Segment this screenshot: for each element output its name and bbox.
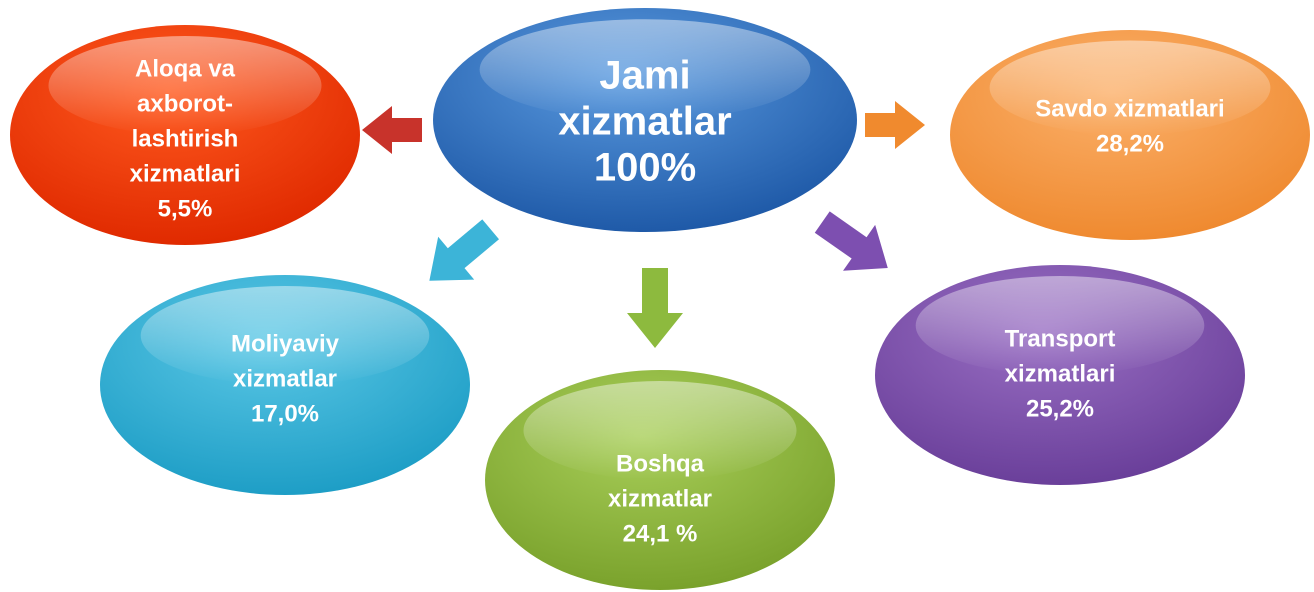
node-gloss — [48, 36, 322, 135]
node-label: 24,1 % — [623, 520, 698, 547]
arrow — [429, 219, 499, 281]
node-label: xizmatlar — [558, 100, 731, 144]
node-label: Savdo xizmatlari — [1035, 95, 1224, 122]
node-label: Transport — [1005, 325, 1116, 352]
arrow — [865, 101, 925, 149]
node-label: xizmatlari — [130, 160, 241, 187]
node-label: xizmatlar — [233, 365, 337, 392]
node-label: xizmatlari — [1005, 360, 1116, 387]
node-label: 28,2% — [1096, 130, 1164, 157]
node-label: 17,0% — [251, 400, 319, 427]
node-label: 5,5% — [158, 195, 213, 222]
node-label: 25,2% — [1026, 395, 1094, 422]
node-gloss — [915, 276, 1205, 375]
arrow — [814, 211, 888, 271]
node-label: xizmatlar — [608, 485, 712, 512]
node-gloss — [140, 286, 430, 385]
node-label: Aloqa va — [135, 55, 236, 82]
shapes — [362, 101, 925, 348]
node-gloss — [523, 381, 797, 480]
node-gloss — [989, 40, 1271, 135]
node-label: Jami — [599, 54, 690, 98]
arrow — [627, 268, 683, 348]
node-label: 100% — [594, 146, 696, 190]
node-label: axborot- — [137, 90, 233, 117]
node-label: lashtirish — [132, 125, 239, 152]
node-label: Boshqa — [616, 450, 705, 477]
node-label: Moliyaviy — [231, 330, 340, 357]
node-gloss — [479, 19, 811, 120]
arrow — [362, 106, 422, 154]
